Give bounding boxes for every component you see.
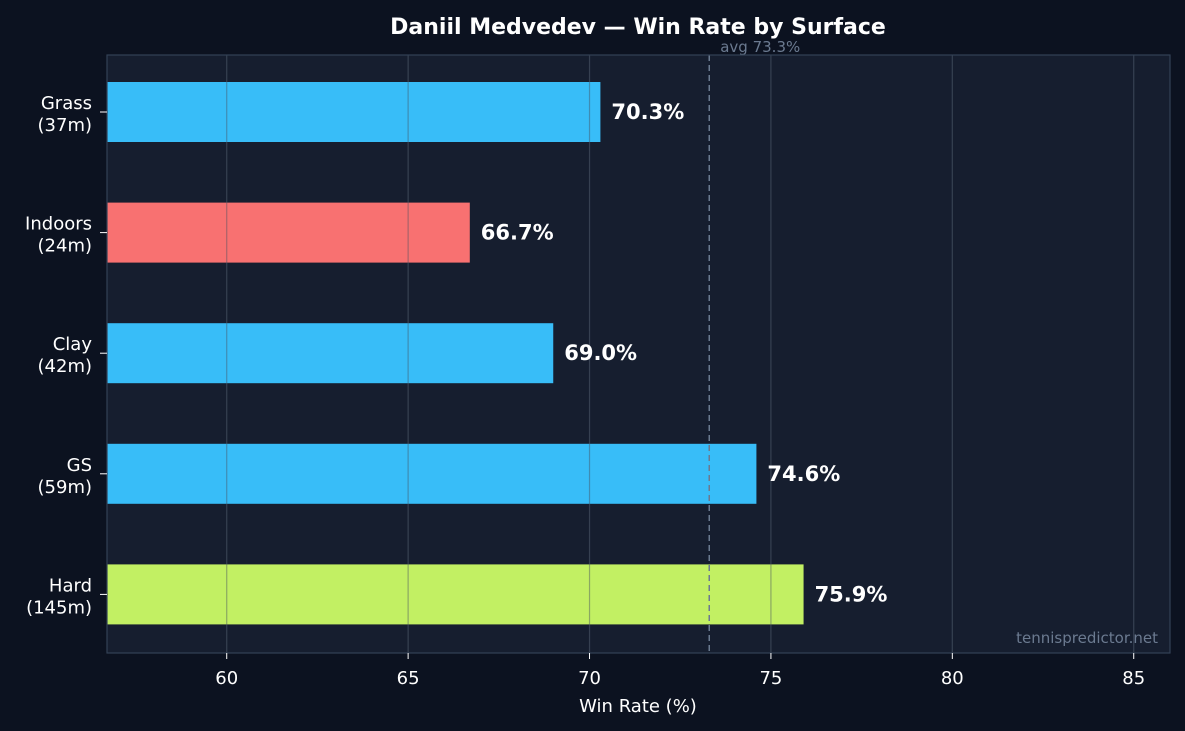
x-tick-label: 70 — [578, 668, 601, 689]
value-label: 75.9% — [815, 582, 888, 606]
y-axis: Grass (37m) Indoors (24m) Clay (42m) GS (59m) Ha… — [25, 93, 107, 618]
bar — [107, 323, 554, 384]
bars — [107, 82, 804, 625]
y-tick-label: GS (59m) — [38, 455, 92, 498]
x-tick-label: 65 — [397, 668, 420, 689]
x-tick-label: 85 — [1122, 668, 1145, 689]
y-tick-label: Clay (42m) — [38, 334, 93, 377]
value-label: 70.3% — [611, 100, 684, 124]
average-line-label: avg 73.3% — [720, 38, 800, 56]
value-labels: 70.3% 66.7% 69.0% 74.6% 75.9% — [481, 100, 888, 606]
overlay-grid-lines — [226, 55, 1135, 653]
x-axis-label: Win Rate (%) — [579, 696, 697, 717]
chart-title: Daniil Medvedev — Win Rate by Surface — [390, 15, 886, 40]
y-tick-label: Hard (145m) — [26, 575, 92, 618]
bar — [107, 564, 804, 625]
bar — [107, 443, 757, 504]
x-axis: 60 65 70 75 80 85 — [215, 653, 1145, 689]
value-label: 66.7% — [481, 221, 554, 245]
x-tick-label: 60 — [215, 668, 238, 689]
x-tick-label: 75 — [759, 668, 782, 689]
bar — [107, 202, 470, 263]
y-tick-label: Grass (37m) — [38, 93, 92, 136]
watermark: tennispredictor.net — [1016, 629, 1158, 647]
y-tick-label: Indoors (24m) — [25, 214, 92, 257]
value-label: 69.0% — [564, 341, 637, 365]
plot-frame — [106, 54, 1171, 654]
reference-line-group: avg 73.3% — [708, 38, 800, 653]
x-tick-label: 80 — [941, 668, 964, 689]
bar — [107, 82, 601, 142]
value-label: 74.6% — [767, 462, 840, 486]
